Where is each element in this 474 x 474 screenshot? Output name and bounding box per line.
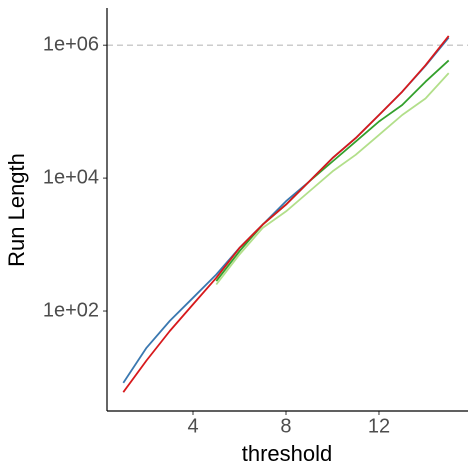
y-tick-label: 1e+06 [43,33,99,55]
series-line [122,35,450,393]
y-tick-label: 1e+04 [43,166,99,188]
x-tick-label: 4 [187,415,198,437]
x-tick-label: 8 [280,415,291,437]
x-axis-title: threshold [242,441,333,466]
series-line [215,72,450,286]
y-axis-title: Run Length [4,153,29,267]
y-tick-label: 1e+02 [43,299,99,321]
x-tick-label: 12 [368,415,390,437]
